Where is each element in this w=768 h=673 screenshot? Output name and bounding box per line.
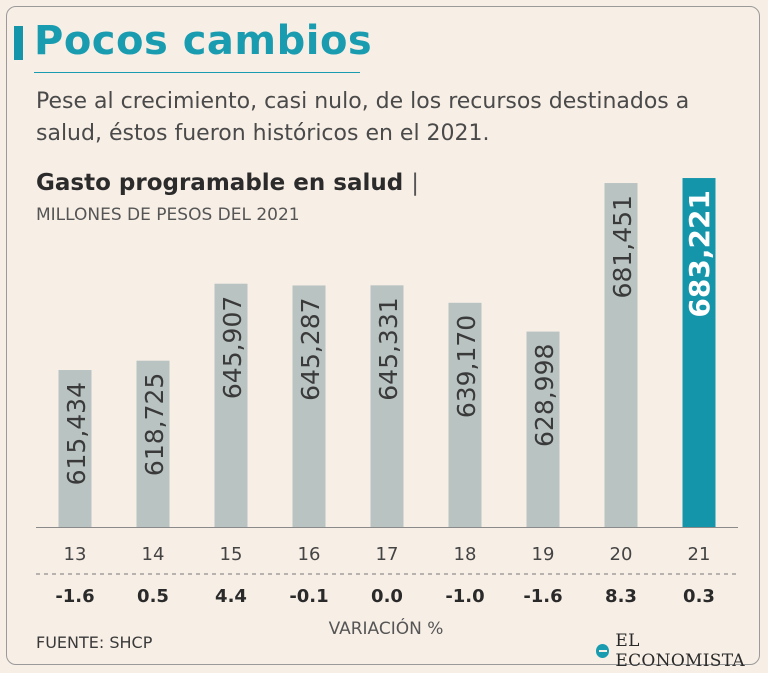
chart-title: Gasto programable en salud | <box>36 170 419 196</box>
variation-value: 0.0 <box>371 586 403 607</box>
bar-value-label: 618,725 <box>140 373 169 476</box>
bar-18 <box>448 302 482 527</box>
title-accent-bar <box>14 26 23 60</box>
bar-value-label: 645,331 <box>374 297 403 400</box>
bar-value-label: 645,907 <box>218 296 247 399</box>
bar-value-label: 615,434 <box>62 382 91 485</box>
x-axis-title: VARIACIÓN % <box>329 617 444 639</box>
bar-15 <box>214 283 248 527</box>
bar-21 <box>682 178 716 527</box>
variation-value: 0.3 <box>683 586 715 607</box>
source-note: FUENTE: SHCP <box>36 633 153 652</box>
bar-14 <box>136 360 170 527</box>
chart-frame <box>6 6 760 665</box>
page-title: Pocos cambios <box>34 18 373 64</box>
bar-19 <box>526 331 560 527</box>
x-tick-label: 15 <box>220 544 243 565</box>
variation-value: -0.1 <box>289 586 328 607</box>
variation-value: 4.4 <box>215 586 247 607</box>
x-tick-label: 17 <box>376 544 399 565</box>
variation-value: -1.6 <box>523 586 562 607</box>
variation-value: -1.6 <box>55 586 94 607</box>
bar-value-label: 683,221 <box>683 190 716 318</box>
bar-17 <box>370 285 404 527</box>
variation-value: 0.5 <box>137 586 169 607</box>
x-tick-label: 18 <box>454 544 477 565</box>
subtitle: Pese al crecimiento, casi nulo, de los r… <box>36 89 690 146</box>
logo-text: EL ECONOMISTA <box>615 631 746 671</box>
publisher-logo: EL ECONOMISTA <box>596 631 768 671</box>
x-tick-label: 19 <box>532 544 555 565</box>
bar-value-label: 639,170 <box>452 315 481 418</box>
logo-icon <box>596 644 610 658</box>
title-underline <box>34 72 360 73</box>
x-tick-label: 16 <box>298 544 321 565</box>
chart-title-separator: | <box>411 170 419 196</box>
bar-value-label: 645,287 <box>296 297 325 400</box>
chart-units-label: MILLONES DE PESOS DEL 2021 <box>36 205 300 225</box>
bar-value-label: 628,998 <box>530 344 559 447</box>
bar-13 <box>58 370 92 527</box>
bar-20 <box>604 183 638 527</box>
x-tick-label: 21 <box>688 544 711 565</box>
x-tick-label: 20 <box>610 544 633 565</box>
x-tick-label: 14 <box>142 544 165 565</box>
bar-16 <box>292 285 326 527</box>
variation-value: 8.3 <box>605 586 637 607</box>
x-tick-label: 13 <box>64 544 87 565</box>
bar-value-label: 681,451 <box>608 195 637 298</box>
variation-value: -1.0 <box>445 586 484 607</box>
chart-title-text: Gasto programable en salud <box>36 170 404 196</box>
